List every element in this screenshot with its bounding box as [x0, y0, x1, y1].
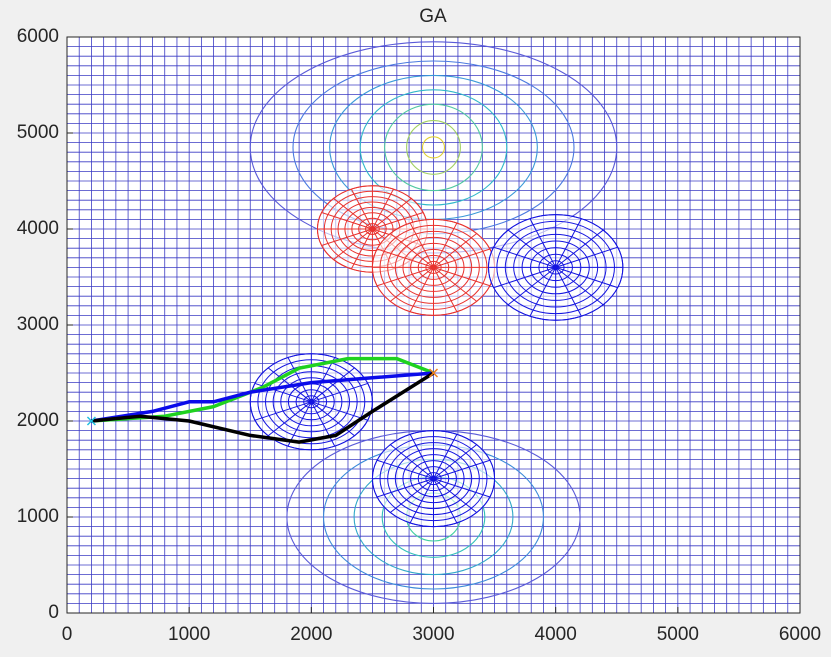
obstacle-spoke [433, 267, 458, 312]
obstacle-spoke [555, 267, 604, 306]
obstacle-spoke [433, 233, 478, 268]
obstacle-spoke [555, 218, 582, 268]
obstacle-spoke [321, 211, 373, 230]
obstacle-spoke [409, 434, 434, 479]
obstacle-spoke [376, 478, 434, 498]
obstacle-spoke [389, 478, 434, 513]
obstacle-spoke [287, 401, 312, 447]
x-tick-label: 2000 [290, 624, 332, 645]
obstacle-spoke [350, 228, 373, 270]
obstacle-spoke [433, 444, 478, 479]
contour [406, 119, 461, 175]
obstacle-center [308, 398, 315, 405]
obstacle [371, 218, 496, 316]
obstacle-spoke [333, 228, 373, 260]
obstacle-center [552, 264, 559, 271]
obstacle-spoke [529, 218, 557, 268]
obstacle-spoke [310, 357, 336, 403]
y-tick-label: 2000 [17, 410, 59, 431]
obstacle-spoke [254, 401, 312, 421]
obstacle-spoke [507, 267, 556, 306]
obstacle-spoke [311, 382, 368, 403]
obstacle-spoke [433, 266, 491, 287]
obstacle [487, 214, 624, 321]
obstacle [371, 430, 496, 528]
obstacle-spoke [433, 222, 458, 268]
obstacle-spoke [409, 267, 434, 312]
obstacle-spoke [433, 434, 458, 479]
obstacle-spoke [555, 266, 618, 289]
y-tick-label: 1000 [17, 506, 59, 527]
obstacle-spoke [389, 444, 434, 479]
obstacle-spoke [371, 188, 394, 230]
obstacle-spoke [350, 188, 373, 230]
obstacle-center [430, 264, 437, 271]
x-tick-label: 0 [62, 624, 73, 645]
y-tick-label: 3000 [17, 314, 59, 335]
x-tick-label: 3000 [412, 624, 454, 645]
obstacle-spoke [507, 229, 556, 268]
obstacle-spoke [433, 248, 491, 268]
path-line [91, 371, 434, 423]
obstacle-spoke [310, 401, 336, 447]
obstacle-spoke [287, 357, 312, 403]
obstacle-spoke [376, 248, 434, 268]
chart-title: GA [419, 6, 447, 27]
obstacle-spoke [433, 459, 491, 480]
contour [359, 89, 508, 206]
y-tick-label: 4000 [17, 218, 59, 239]
obstacle-spoke [409, 222, 434, 268]
obstacle-spoke [311, 401, 368, 421]
x-tick-label: 4000 [535, 624, 577, 645]
obstacle-spoke [372, 211, 424, 230]
y-tick-label: 5000 [17, 122, 59, 143]
y-tick-label: 6000 [17, 26, 59, 47]
obstacle-center [430, 475, 437, 482]
endpoint-marker [428, 368, 439, 378]
obstacle-spoke [433, 267, 478, 302]
obstacle-spoke [333, 198, 373, 230]
x-tick-label: 1000 [168, 624, 210, 645]
obstacle-spoke [529, 267, 557, 317]
obstacle-spoke [493, 246, 556, 268]
obstacle-spoke [321, 228, 373, 247]
obstacle-spoke [389, 233, 434, 268]
obstacle-spoke [372, 198, 412, 230]
obstacle-spoke [409, 478, 434, 524]
endpoint-marker [86, 416, 96, 426]
obstacle-spoke [493, 266, 556, 289]
obstacle-spoke [311, 401, 355, 437]
obstacle-spoke [389, 267, 434, 302]
x-tick-label: 5000 [657, 624, 699, 645]
path-line [91, 371, 435, 444]
contour [421, 136, 446, 159]
obstacle-spoke [555, 246, 618, 268]
obstacle-center [369, 226, 376, 232]
contour [384, 103, 483, 192]
y-tick-label: 0 [48, 602, 59, 623]
obstacle-spoke [433, 478, 491, 498]
x-tick-label: 6000 [779, 624, 821, 645]
obstacle [249, 353, 373, 451]
obstacle-spoke [555, 267, 582, 317]
path-line [91, 356, 435, 423]
obstacle-spoke [267, 401, 312, 437]
obstacle-spoke [433, 478, 458, 524]
obstacle-spoke [376, 266, 434, 287]
obstacle-spoke [433, 478, 478, 513]
obstacle-spoke [311, 367, 355, 403]
obstacle-spoke [555, 229, 604, 268]
obstacle-spoke [376, 459, 434, 480]
